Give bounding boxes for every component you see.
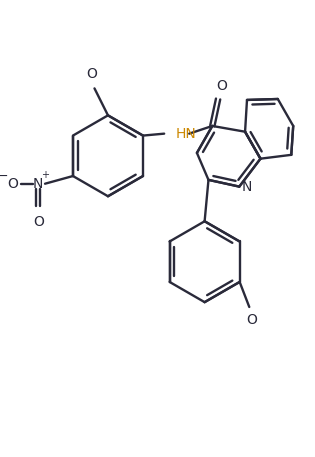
Text: N: N: [242, 180, 252, 194]
Text: HN: HN: [176, 127, 197, 141]
Text: −: −: [0, 170, 8, 182]
Text: O: O: [33, 215, 44, 229]
Text: O: O: [7, 177, 18, 191]
Text: N: N: [33, 177, 43, 191]
Text: +: +: [41, 170, 49, 180]
Text: O: O: [247, 314, 258, 328]
Text: O: O: [216, 80, 227, 94]
Text: O: O: [86, 67, 97, 81]
